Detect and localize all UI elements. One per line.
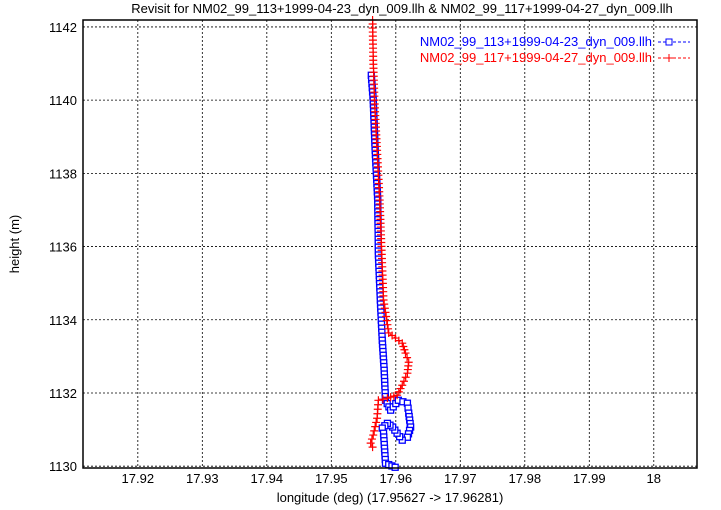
data-point: [373, 414, 382, 423]
plot-frame: [82, 19, 698, 469]
x-tick-label: 18: [647, 471, 661, 486]
y-tick-label: 1130: [49, 459, 77, 474]
data-point: [394, 387, 403, 396]
legend-marker-series-1: [665, 38, 673, 46]
x-tick-label: 17.99: [573, 471, 606, 486]
data-point: [400, 345, 409, 354]
data-point: [398, 381, 407, 390]
data-point: [403, 353, 412, 362]
x-axis-label: longitude (deg) (17.95627 -> 17.96281): [277, 490, 504, 505]
x-tick-label: 17.94: [251, 471, 284, 486]
y-axis-label: height (m): [7, 215, 22, 274]
data-point: [382, 312, 391, 321]
data-point: [381, 308, 390, 317]
chart-title: Revisit for NM02_99_113+1999-04-23_dyn_0…: [131, 1, 673, 16]
legend-marker-series-2: [665, 54, 673, 62]
data-point: [370, 426, 379, 435]
y-tick-label: 1142: [49, 20, 77, 35]
data-point: [366, 439, 375, 448]
legend-label-series-2: NM02_99_117+1999-04-27_dyn_009.llh: [420, 50, 652, 65]
data-point: [378, 395, 387, 404]
ticks: 17.92 17.93 17.94 17.95 17.96 17.97 17.98 17.99…: [49, 20, 661, 486]
x-tick-label: 17.96: [380, 471, 413, 486]
x-tick-label: 17.98: [509, 471, 542, 486]
x-tick-label: 17.97: [444, 471, 477, 486]
y-tick-label: 1132: [49, 386, 77, 401]
data-point: [367, 435, 376, 444]
data-point: [403, 369, 412, 378]
data-point: [372, 418, 381, 427]
data-point: [398, 339, 407, 348]
legend-label-series-1: NM02_99_113+1999-04-23_dyn_009.llh: [420, 34, 652, 49]
data-point: [401, 349, 410, 358]
data-point: [369, 431, 378, 440]
data-point: [380, 304, 389, 313]
series-2: [366, 16, 413, 452]
series-1: [367, 71, 415, 471]
data-point: [399, 342, 408, 351]
x-tick-label: 17.95: [315, 471, 348, 486]
data-point: [396, 384, 405, 393]
data-point: [368, 443, 377, 452]
y-tick-label: 1140: [49, 93, 77, 108]
y-tick-label: 1138: [49, 166, 77, 181]
data-point: [371, 422, 380, 431]
data-point: [383, 320, 392, 329]
legend: NM02_99_113+1999-04-23_dyn_009.llh NM02_…: [420, 34, 690, 65]
x-tick-label: 17.92: [122, 471, 155, 486]
series-layer: [366, 16, 415, 471]
grid: [83, 20, 697, 468]
data-point: [380, 300, 389, 309]
y-tick-label: 1136: [49, 240, 77, 255]
y-tick-label: 1134: [49, 313, 77, 328]
data-point: [379, 296, 388, 304]
data-point: [382, 316, 391, 325]
data-point: [399, 377, 408, 386]
data-point: [401, 373, 410, 382]
x-tick-label: 17.93: [186, 471, 219, 486]
data-point: [383, 394, 392, 403]
data-point: [384, 324, 393, 333]
